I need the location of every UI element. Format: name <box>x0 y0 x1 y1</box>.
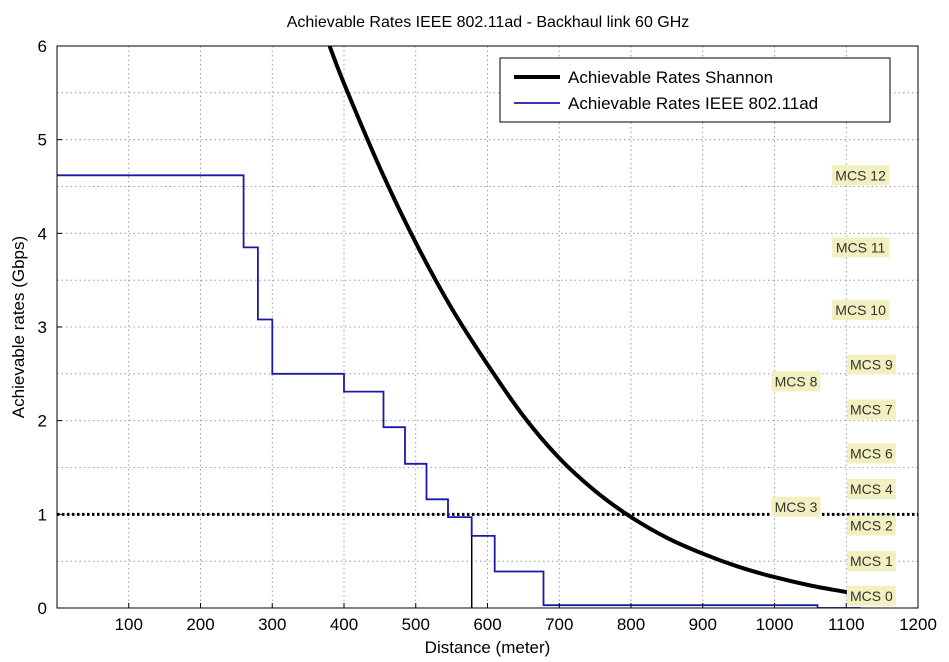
legend-entry-ieee: Achievable Rates IEEE 802.11ad <box>568 94 818 113</box>
x-axis-label: Distance (meter) <box>425 638 551 657</box>
mcs-label: MCS 2 <box>846 515 896 536</box>
mcs-label-box <box>846 479 896 500</box>
x-tick-label: 800 <box>617 615 645 634</box>
x-tick-label: 600 <box>473 615 501 634</box>
x-tick-label: 100 <box>115 615 143 634</box>
mcs-label: MCS 3 <box>771 496 821 517</box>
mcs-label-text: MCS 10 <box>835 302 886 318</box>
legend-entry-shannon: Achievable Rates Shannon <box>568 68 773 87</box>
mcs-label: MCS 8 <box>771 371 821 392</box>
mcs-label: MCS 7 <box>846 399 896 420</box>
x-tick-label: 1100 <box>828 615 865 634</box>
mcs-label-box <box>846 551 896 572</box>
mcs-label: MCS 12 <box>831 165 890 186</box>
mcs-label-text: MCS 0 <box>850 588 893 604</box>
y-axis-label: Achievable rates (Gbps) <box>9 236 28 418</box>
mcs-label-text: MCS 8 <box>775 373 818 389</box>
mcs-label-box <box>771 371 821 392</box>
mcs-label: MCS 1 <box>846 551 896 572</box>
x-tick-label: 200 <box>186 615 214 634</box>
series-shannon-line <box>327 46 862 597</box>
y-tick-label: 4 <box>38 224 47 243</box>
tick-labels: 100 200 300 400 500 600 700 800 900 1000 1100 1200 0… <box>38 37 937 634</box>
y-tick-label: 2 <box>38 412 47 431</box>
y-tick-label: 6 <box>38 37 47 56</box>
y-tick-label: 5 <box>38 131 47 150</box>
mcs-label-box <box>831 300 890 321</box>
mcs-label: MCS 11 <box>831 237 890 258</box>
mcs-label: MCS 9 <box>846 354 896 375</box>
mcs-label-box <box>831 237 890 258</box>
mcs-label-text: MCS 6 <box>850 445 893 461</box>
y-tick-label: 3 <box>38 318 47 337</box>
mcs-labels: MCS 12 MCS 11 MCS 10 MCS 9 MCS 8 MCS 7 MCS 6 MC… <box>771 165 896 606</box>
mcs-label-text: MCS 12 <box>835 167 886 183</box>
series-ieee-line <box>57 174 861 608</box>
mcs-label-text: MCS 9 <box>850 356 893 372</box>
x-tick-label: 1000 <box>756 615 794 634</box>
legend-box <box>499 57 891 123</box>
y-tick-label: 1 <box>38 505 47 524</box>
x-tick-label: 1200 <box>899 615 937 634</box>
mcs-label: MCS 0 <box>846 585 896 606</box>
mcs-label: MCS 6 <box>846 443 896 464</box>
y-tick-label: 0 <box>38 599 47 618</box>
mcs-label-box <box>846 515 896 536</box>
legend: Achievable Rates Shannon Achievable Rate… <box>499 57 891 123</box>
mcs-label-text: MCS 7 <box>850 401 893 417</box>
x-tick-label: 300 <box>258 615 286 634</box>
mcs-label-box <box>846 585 896 606</box>
chart-title: Achievable Rates IEEE 802.11ad - Backhau… <box>287 14 690 31</box>
mcs-label: MCS 10 <box>831 300 890 321</box>
mcs-label-box <box>846 354 896 375</box>
mcs-label-text: MCS 11 <box>836 239 886 255</box>
mcs-label-text: MCS 2 <box>850 518 893 534</box>
x-tick-label: 400 <box>330 615 358 634</box>
mcs-label: MCS 4 <box>846 479 896 500</box>
mcs-label-text: MCS 4 <box>850 481 893 497</box>
mcs-label-box <box>846 443 896 464</box>
mcs-label-box <box>771 496 821 517</box>
x-tick-label: 900 <box>689 615 717 634</box>
mcs-label-box <box>846 399 896 420</box>
mcs-label-box <box>831 165 890 186</box>
mcs-label-text: MCS 1 <box>850 553 893 569</box>
mcs-label-text: MCS 3 <box>775 499 818 515</box>
x-tick-label: 500 <box>402 615 430 634</box>
x-tick-label: 700 <box>545 615 573 634</box>
